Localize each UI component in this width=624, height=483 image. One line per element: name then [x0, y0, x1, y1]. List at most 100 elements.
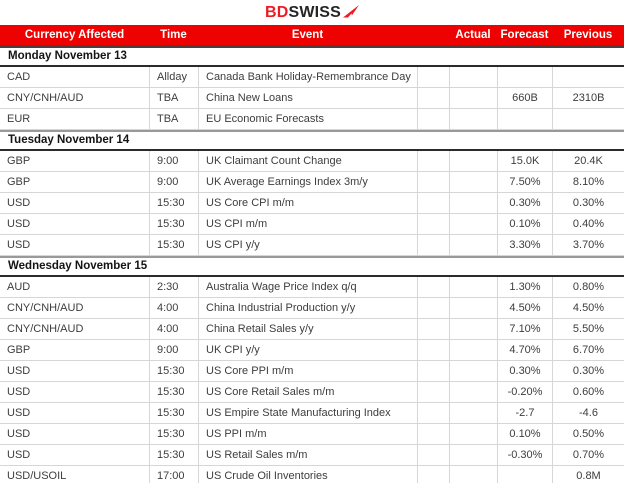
- currency-cell: EUR: [7, 113, 31, 125]
- impact-cell: [417, 298, 449, 318]
- bdswiss-logo: BD SWISS: [0, 0, 624, 25]
- section-title: Wednesday November 15: [0, 258, 624, 277]
- forecast-cell: [497, 109, 552, 129]
- forecast-cell: 7.50%: [497, 172, 552, 192]
- time-cell: 9:00: [149, 151, 198, 171]
- forecast-cell: 4.70%: [497, 340, 552, 360]
- event-cell: China Retail Sales y/y: [198, 319, 417, 339]
- actual-cell: [449, 109, 497, 129]
- previous-cell: 2310B: [552, 88, 624, 108]
- event-row: USD 15:30 US PPI m/m 0.10% 0.50%: [0, 424, 624, 445]
- impact-cell: [417, 235, 449, 255]
- column-header-time: Time: [160, 29, 187, 41]
- previous-cell: 6.70%: [552, 340, 624, 360]
- impact-cell: [417, 340, 449, 360]
- event-cell: US Empire State Manufacturing Index: [198, 403, 417, 423]
- previous-cell: 3.70%: [552, 235, 624, 255]
- actual-cell: [449, 193, 497, 213]
- actual-cell: [449, 403, 497, 423]
- previous-cell: 8.10%: [552, 172, 624, 192]
- logo-text-bd: BD: [264, 3, 289, 21]
- previous-cell: 4.50%: [552, 298, 624, 318]
- forecast-cell: 1.30%: [497, 277, 552, 297]
- previous-cell: 0.50%: [552, 424, 624, 444]
- previous-cell: 20.4K: [552, 151, 624, 171]
- event-cell: China New Loans: [198, 88, 417, 108]
- event-cell: US CPI y/y: [198, 235, 417, 255]
- actual-cell: [449, 445, 497, 465]
- event-cell: UK CPI y/y: [198, 340, 417, 360]
- section-rows: AUD 2:30 Australia Wage Price Index q/q 1.3…: [0, 277, 624, 483]
- previous-cell: 0.80%: [552, 277, 624, 297]
- event-row: GBP 9:00 UK CPI y/y 4.70% 6.70%: [0, 340, 624, 361]
- time-cell: 15:30: [149, 424, 198, 444]
- forecast-cell: 3.30%: [497, 235, 552, 255]
- event-cell: UK Average Earnings Index 3m/y: [198, 172, 417, 192]
- time-cell: Allday: [149, 67, 198, 87]
- section-title: Monday November 13: [0, 48, 624, 67]
- impact-cell: [417, 424, 449, 444]
- currency-cell: CNY/CNH/AUD: [7, 302, 84, 314]
- previous-cell: -4.6: [552, 403, 624, 423]
- forecast-cell: 15.0K: [497, 151, 552, 171]
- time-cell: 15:30: [149, 403, 198, 423]
- event-row: USD 15:30 US Core CPI m/m 0.30% 0.30%: [0, 193, 624, 214]
- event-row: USD 15:30 US Core PPI m/m 0.30% 0.30%: [0, 361, 624, 382]
- forecast-cell: -0.30%: [497, 445, 552, 465]
- impact-cell: [417, 277, 449, 297]
- impact-cell: [417, 151, 449, 171]
- previous-cell: 0.70%: [552, 445, 624, 465]
- actual-cell: [449, 340, 497, 360]
- event-cell: US Core CPI m/m: [198, 193, 417, 213]
- time-cell: 15:30: [149, 445, 198, 465]
- column-header-forecast: Forecast: [500, 29, 549, 41]
- event-row: GBP 9:00 UK Average Earnings Index 3m/y 7.5…: [0, 172, 624, 193]
- previous-cell: 0.40%: [552, 214, 624, 234]
- column-header-actual: Actual: [455, 29, 491, 41]
- column-header-previous: Previous: [563, 29, 613, 41]
- impact-cell: [417, 466, 449, 483]
- event-row: GBP 9:00 UK Claimant Count Change 15.0K 20.4…: [0, 151, 624, 172]
- forecast-cell: 0.10%: [497, 424, 552, 444]
- actual-cell: [449, 319, 497, 339]
- impact-cell: [417, 361, 449, 381]
- currency-cell: USD: [7, 449, 31, 461]
- actual-cell: [449, 424, 497, 444]
- column-header-currency-affected: Currency Affected: [24, 29, 125, 41]
- currency-cell: AUD: [7, 281, 31, 293]
- forecast-cell: [497, 67, 552, 87]
- event-row: USD 15:30 US Core Retail Sales m/m -0.20% 0.…: [0, 382, 624, 403]
- logo-arrow-icon: [343, 4, 360, 17]
- forecast-cell: [497, 466, 552, 483]
- actual-cell: [449, 214, 497, 234]
- forecast-cell: 4.50%: [497, 298, 552, 318]
- impact-cell: [417, 172, 449, 192]
- time-cell: 9:00: [149, 340, 198, 360]
- forecast-cell: 0.30%: [497, 193, 552, 213]
- actual-cell: [449, 172, 497, 192]
- event-cell: Canada Bank Holiday-Remembrance Day: [198, 67, 417, 87]
- previous-cell: 0.30%: [552, 361, 624, 381]
- event-cell: US Crude Oil Inventories: [198, 466, 417, 483]
- event-cell: EU Economic Forecasts: [198, 109, 417, 129]
- currency-cell: USD: [7, 386, 31, 398]
- actual-cell: [449, 151, 497, 171]
- impact-cell: [417, 214, 449, 234]
- time-cell: TBA: [149, 109, 198, 129]
- section-title: Tuesday November 14: [0, 132, 624, 151]
- currency-cell: CNY/CNH/AUD: [7, 92, 84, 104]
- forecast-cell: 0.30%: [497, 361, 552, 381]
- time-cell: 15:30: [149, 193, 198, 213]
- forecast-cell: 660B: [497, 88, 552, 108]
- previous-cell: [552, 109, 624, 129]
- actual-cell: [449, 382, 497, 402]
- event-cell: China Industrial Production y/y: [198, 298, 417, 318]
- event-row: AUD 2:30 Australia Wage Price Index q/q 1.3…: [0, 277, 624, 298]
- impact-cell: [417, 319, 449, 339]
- table-header-row: Currency Affected Time Event Actual Fore…: [0, 25, 624, 48]
- event-row: USD 15:30 US Retail Sales m/m -0.30% 0.70%: [0, 445, 624, 466]
- section-rows: GBP 9:00 UK Claimant Count Change 15.0K 20.4…: [0, 151, 624, 258]
- event-cell: US PPI m/m: [198, 424, 417, 444]
- time-cell: TBA: [149, 88, 198, 108]
- previous-cell: [552, 67, 624, 87]
